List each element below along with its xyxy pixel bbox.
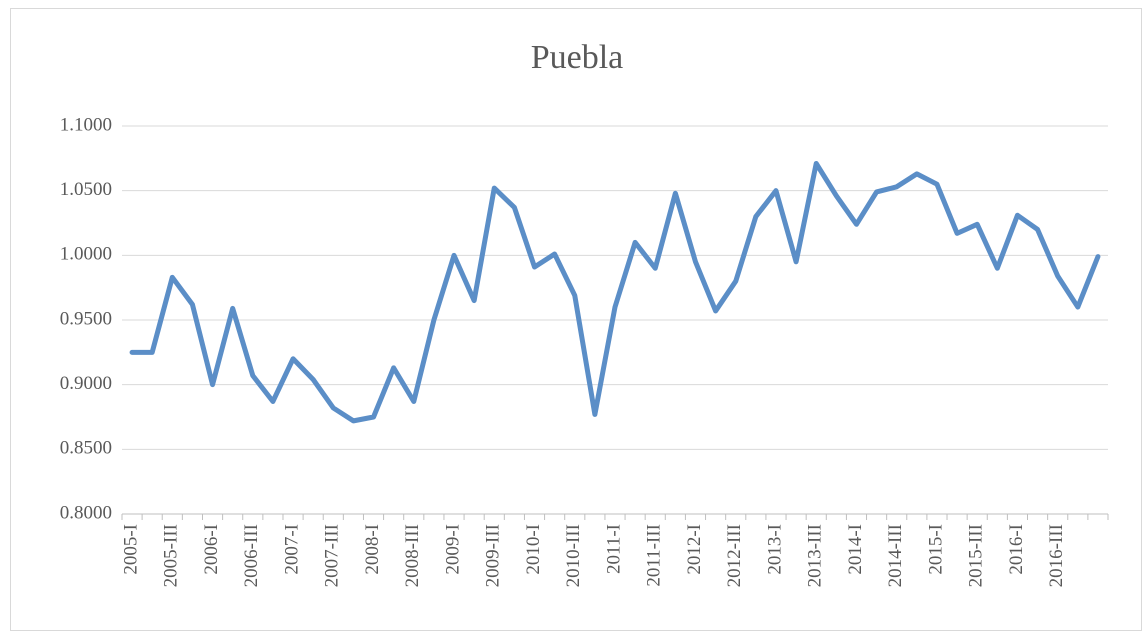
y-tick-label: 0.8000 <box>60 502 112 523</box>
chart-title: Puebla <box>531 39 624 76</box>
x-tick-label: 2009-III <box>483 524 504 587</box>
x-tick-label: 2008-I <box>362 524 383 575</box>
y-tick-label: 1.0000 <box>60 244 112 265</box>
x-tick-label: 2009-I <box>442 524 463 575</box>
x-tick-label: 2006-I <box>201 524 222 575</box>
x-tick-label: 2008-III <box>402 524 423 587</box>
y-tick-label: 1.1000 <box>60 114 112 135</box>
x-tick-label: 2012-III <box>724 524 745 587</box>
y-tick-label: 0.9000 <box>60 373 112 394</box>
x-tick-label: 2015-III <box>966 524 987 587</box>
x-tick-label: 2014-I <box>845 524 866 575</box>
x-tick-label: 2016-I <box>1006 524 1027 575</box>
x-tick-label: 2012-I <box>684 524 705 575</box>
x-tick-label: 2005-I <box>120 524 141 575</box>
x-tick-label: 2007-III <box>322 524 343 587</box>
x-tick-label: 2013-I <box>764 524 785 575</box>
x-tick-label: 2016-III <box>1046 524 1067 587</box>
x-tick-label: 2013-III <box>805 524 826 587</box>
x-tick-label: 2010-I <box>523 524 544 575</box>
data-line <box>129 161 1101 424</box>
x-tick-label: 2006-III <box>241 524 262 587</box>
x-tick-label: 2010-III <box>563 524 584 587</box>
x-tick-label: 2007-I <box>281 524 302 575</box>
y-tick-label: 1.0500 <box>60 179 112 200</box>
x-tick-label: 2014-III <box>885 524 906 587</box>
y-tick-label: 0.9500 <box>60 308 112 329</box>
x-tick-label: 2011-I <box>603 524 624 574</box>
x-tick-label: 2005-III <box>161 524 182 587</box>
y-tick-label: 0.8500 <box>60 438 112 459</box>
x-tick-label: 2011-III <box>644 524 665 587</box>
x-tick-label: 2015-I <box>925 524 946 575</box>
